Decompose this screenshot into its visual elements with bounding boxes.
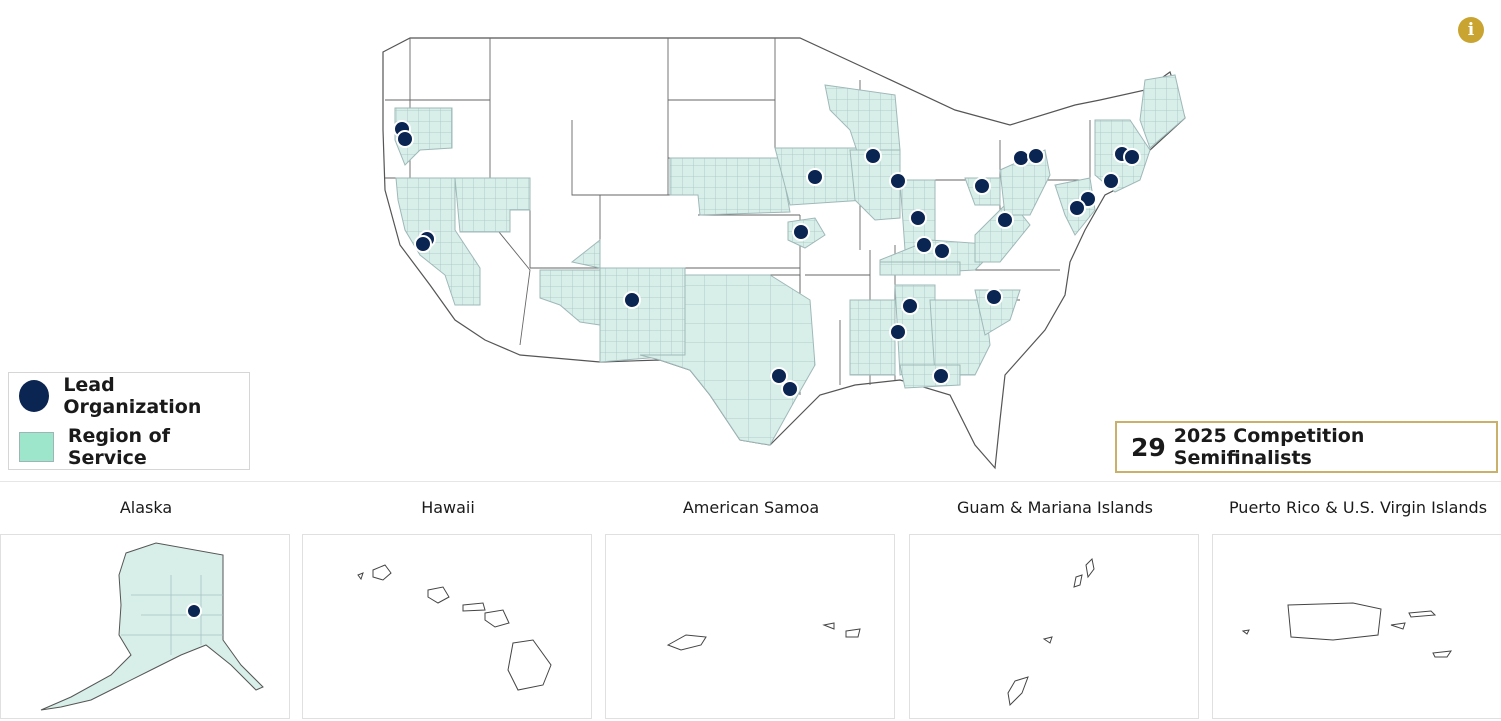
lead-marker[interactable] bbox=[889, 172, 907, 190]
territory-guam-mariana[interactable]: Guam & Mariana Islands bbox=[909, 490, 1201, 719]
territory-title: Alaska bbox=[119, 498, 173, 517]
region-of-service-icon bbox=[19, 432, 54, 462]
region-illinois bbox=[849, 149, 901, 221]
lead-marker[interactable] bbox=[781, 380, 799, 398]
puerto-rico-usvi-map[interactable] bbox=[1212, 534, 1501, 719]
territory-hawaii[interactable]: Hawaii bbox=[302, 490, 594, 719]
semifinalist-count: 29 bbox=[1131, 432, 1166, 462]
region-maine bbox=[1139, 74, 1186, 149]
territory-title: American Samoa bbox=[682, 498, 820, 517]
lead-marker[interactable] bbox=[909, 209, 927, 227]
lead-marker[interactable] bbox=[889, 323, 907, 341]
territory-title: Puerto Rico & U.S. Virgin Islands bbox=[1228, 498, 1488, 517]
territory-title: Guam & Mariana Islands bbox=[957, 498, 1153, 517]
region-mississippi bbox=[849, 299, 896, 376]
territory-title: Hawaii bbox=[421, 498, 475, 517]
us-outline bbox=[382, 37, 1186, 470]
territory-puerto-rico-usvi[interactable]: Puerto Rico & U.S. Virgin Islands bbox=[1212, 490, 1501, 719]
lead-organization-icon bbox=[19, 380, 50, 412]
lead-marker[interactable] bbox=[770, 367, 788, 385]
legend: Lead Organization Region of Service bbox=[8, 372, 250, 470]
legend-lead-row: Lead Organization bbox=[19, 374, 249, 418]
semifinalist-count-box: 29 2025 Competition Semifinalists bbox=[1115, 421, 1498, 473]
guam-mariana-map[interactable] bbox=[909, 534, 1199, 719]
territory-alaska[interactable]: Alaska bbox=[0, 490, 292, 719]
info-icon[interactable]: i bbox=[1458, 17, 1484, 43]
legend-region-label: Region of Service bbox=[67, 425, 170, 469]
region-georgia bbox=[929, 299, 991, 376]
lead-marker[interactable] bbox=[933, 242, 951, 260]
lead-markers[interactable] bbox=[393, 120, 1141, 398]
lead-marker[interactable] bbox=[932, 367, 950, 385]
legend-region-row: Region of Service bbox=[19, 425, 249, 469]
region-oregon bbox=[394, 107, 453, 166]
semifinalist-label: 2025 Competition Semifinalists bbox=[1173, 425, 1365, 469]
lead-marker[interactable] bbox=[901, 297, 919, 315]
region-new-mexico bbox=[599, 267, 686, 363]
lead-marker[interactable] bbox=[792, 223, 810, 241]
lead-marker[interactable] bbox=[396, 130, 414, 148]
main-map[interactable] bbox=[0, 0, 1501, 480]
lead-marker[interactable] bbox=[985, 288, 1003, 306]
lead-marker[interactable] bbox=[1068, 199, 1086, 217]
lead-marker[interactable] bbox=[186, 603, 202, 619]
lead-marker[interactable] bbox=[806, 168, 824, 186]
service-regions bbox=[394, 74, 1186, 446]
lead-marker[interactable] bbox=[915, 236, 933, 254]
region-florida-panhandle bbox=[899, 364, 961, 389]
territory-american-samoa[interactable]: American Samoa bbox=[605, 490, 897, 719]
hawaii-map[interactable] bbox=[302, 534, 592, 719]
lead-marker[interactable] bbox=[864, 147, 882, 165]
alaska-map[interactable] bbox=[0, 534, 290, 719]
lead-marker[interactable] bbox=[1102, 172, 1120, 190]
lead-marker[interactable] bbox=[973, 177, 991, 195]
region-utah-strip bbox=[570, 238, 601, 269]
lead-marker[interactable] bbox=[1123, 148, 1141, 166]
divider bbox=[0, 481, 1501, 482]
lead-marker[interactable] bbox=[996, 211, 1014, 229]
legend-lead-label: Lead Organization bbox=[63, 374, 202, 418]
region-texas bbox=[639, 274, 816, 446]
region-california bbox=[395, 177, 481, 306]
lead-marker[interactable] bbox=[1027, 147, 1045, 165]
american-samoa-map[interactable] bbox=[605, 534, 895, 719]
lead-marker[interactable] bbox=[414, 235, 432, 253]
region-tennessee-strip bbox=[879, 261, 961, 276]
region-nevada bbox=[454, 177, 531, 233]
lead-marker[interactable] bbox=[623, 291, 641, 309]
lead-marker[interactable] bbox=[1012, 149, 1030, 167]
